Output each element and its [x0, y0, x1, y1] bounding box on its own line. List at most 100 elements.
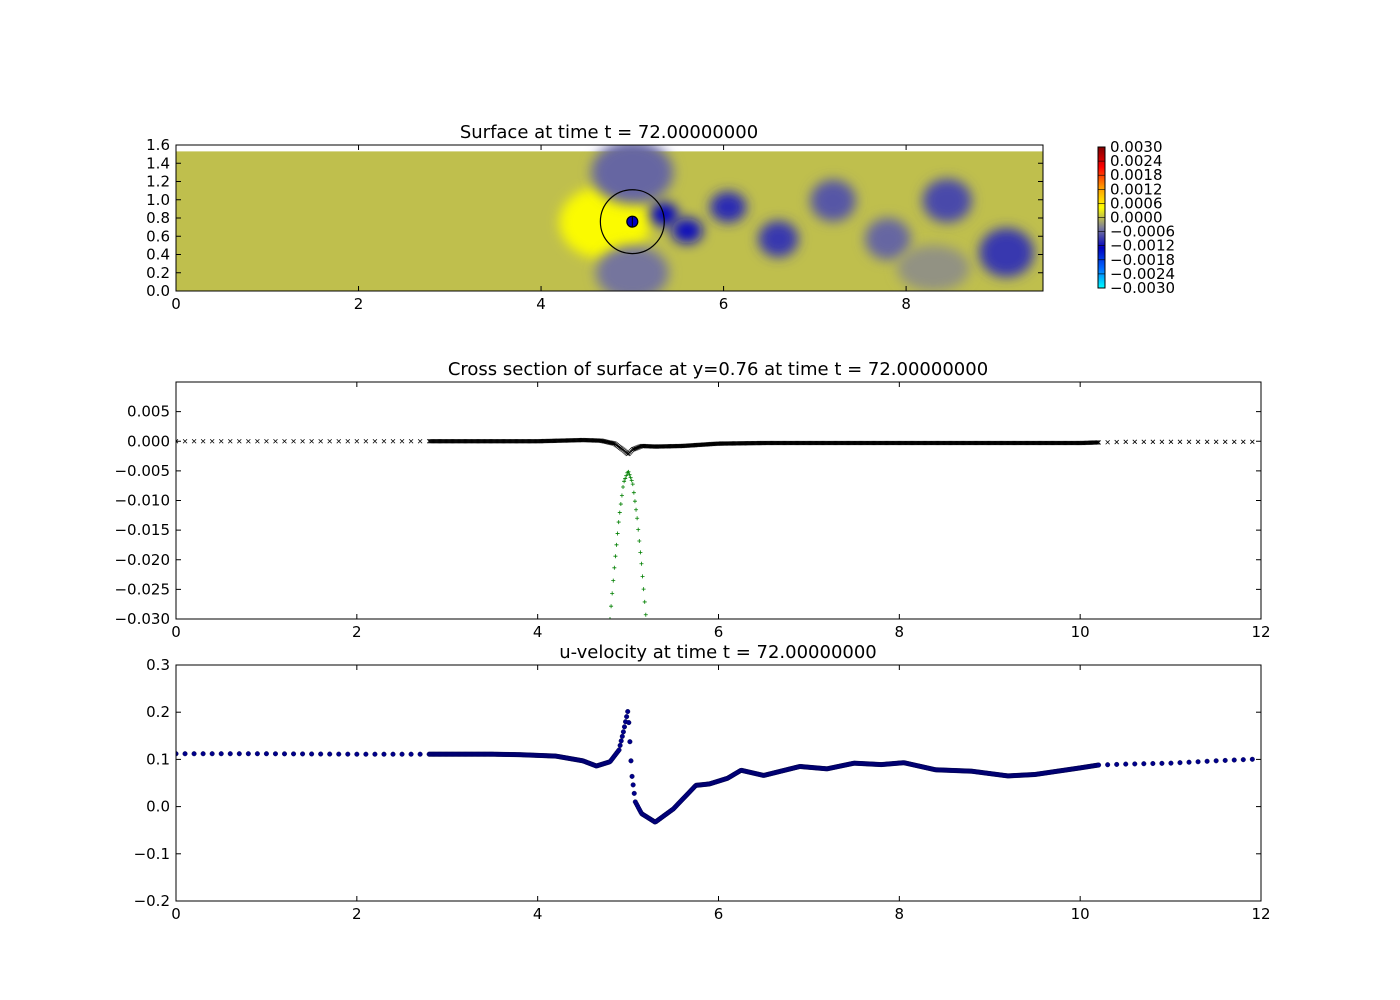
x-tick-label: 4: [533, 905, 543, 923]
bottom-marker: [630, 482, 635, 487]
velocity-point: [200, 751, 206, 757]
velocity-point: [616, 747, 622, 753]
bottom-marker: [632, 499, 637, 504]
velocity-point: [291, 751, 297, 757]
velocity-point: [1204, 758, 1210, 764]
velocity-point: [390, 751, 396, 757]
heatmap-blob: [810, 179, 856, 222]
surface-marker: [309, 438, 314, 444]
bottom-marker: [617, 510, 622, 515]
bottom-marker: [610, 591, 615, 596]
bottom-marker: [626, 469, 631, 474]
bottom-marker: [611, 578, 616, 583]
velocity-point: [1096, 762, 1102, 768]
velocity-point: [618, 738, 624, 744]
bottom-marker: [619, 493, 624, 498]
x-tick-label: 8: [895, 623, 905, 641]
velocity-point: [1141, 761, 1147, 767]
velocity-point: [318, 751, 324, 757]
x-tick-label: 6: [714, 905, 724, 923]
chart-title: Surface at time t = 72.00000000: [460, 122, 758, 143]
colorbar-tick-label: 0.0030: [1110, 138, 1163, 156]
x-tick-label: 10: [1071, 905, 1090, 923]
x-tick-label: 0: [171, 295, 181, 313]
velocity-point: [629, 773, 635, 779]
bottom-marker: [629, 478, 634, 483]
velocity-point: [417, 751, 423, 757]
heatmap-blob: [896, 245, 970, 291]
x-tick-label: 10: [1071, 623, 1090, 641]
colorbar-tick-label: 0.0024: [1110, 152, 1163, 170]
y-axis: 0.3 0.2 0.1 0.0 −0.1 −0.2: [134, 656, 1261, 910]
y-tick-label: −0.005: [114, 462, 170, 480]
surface-marker: [218, 438, 224, 444]
y-tick-label: 0.0: [146, 798, 170, 816]
bottom-marker: [637, 539, 642, 544]
bottom-marker: [613, 554, 618, 559]
surface-marker: [300, 438, 305, 444]
surface-marker: [1177, 439, 1183, 445]
bottom-marker: [623, 476, 628, 481]
y-tick-label: −0.1: [134, 845, 170, 863]
velocity-point: [1240, 757, 1246, 763]
velocity-point: [245, 751, 251, 757]
surface-marker: [1231, 439, 1237, 445]
x-tick-label: 0: [171, 905, 181, 923]
x-tick-label: 2: [354, 295, 364, 313]
surface-marker: [1114, 439, 1119, 445]
surface-marker: [336, 438, 342, 444]
colorbar-tick-label: −0.0018: [1110, 251, 1175, 269]
colorbar: 0.00300.00240.00180.00120.00060.0000−0.0…: [1097, 138, 1175, 297]
x-tick-label: 2: [352, 623, 362, 641]
surface-marker: [255, 438, 260, 444]
velocity-point: [218, 751, 224, 757]
surface-marker: [1250, 439, 1255, 445]
surface-marker: [182, 438, 188, 444]
bottom-marker: [615, 531, 620, 536]
velocity-point: [363, 751, 369, 757]
velocity-point: [191, 751, 197, 757]
u-velocity-panel: u-velocity at time t = 72.00000000 0 2 4 6 8…: [134, 642, 1271, 923]
bottom-marker: [608, 617, 612, 619]
velocity-point: [1177, 760, 1183, 766]
surface-marker: [291, 438, 296, 444]
bottom-marker: [641, 587, 646, 592]
heatmap-blob: [709, 191, 747, 223]
velocity-point: [236, 751, 242, 757]
y-tick-label: 0.005: [127, 403, 170, 421]
surface-marker: [372, 438, 378, 444]
velocity-point: [354, 751, 360, 757]
heatmap-blob: [559, 186, 651, 260]
velocity-point: [1159, 760, 1165, 766]
chart-title: u-velocity at time t = 72.00000000: [559, 642, 877, 663]
bottom-marker: [628, 475, 633, 480]
velocity-point: [617, 742, 623, 748]
plot-area: [176, 437, 1255, 619]
velocity-point: [254, 751, 260, 757]
bottom-marker: [624, 473, 629, 478]
velocity-point: [272, 751, 278, 757]
velocity-point: [628, 758, 634, 764]
velocity-point: [630, 782, 636, 788]
x-tick-label: 12: [1251, 905, 1270, 923]
colorbar-tick-label: −0.0024: [1110, 265, 1175, 283]
surface-marker: [381, 438, 387, 444]
outer-circle: [599, 189, 665, 255]
surface-marker: [1123, 439, 1129, 445]
surface-marker: [237, 438, 242, 444]
velocity-point: [1222, 757, 1228, 763]
surface-marker: [200, 438, 206, 444]
heatmap-blob: [591, 145, 674, 205]
x-axis: 0 2 4 6 8 10 12: [171, 665, 1271, 923]
velocity-point: [631, 790, 637, 796]
surface-marker: [417, 438, 423, 444]
velocity-point: [1249, 756, 1255, 762]
surface-marker: [282, 438, 287, 444]
bottom-marker: [639, 561, 644, 566]
y-tick-label: −0.2: [134, 892, 170, 910]
heatmap-blob: [758, 220, 799, 258]
surface-heatmap-panel: Surface at time t = 72.00000000 0 2 4 6 8 0.…: [146, 122, 1044, 313]
bottom-marker: [609, 604, 614, 609]
surface-marker: [1186, 439, 1192, 445]
